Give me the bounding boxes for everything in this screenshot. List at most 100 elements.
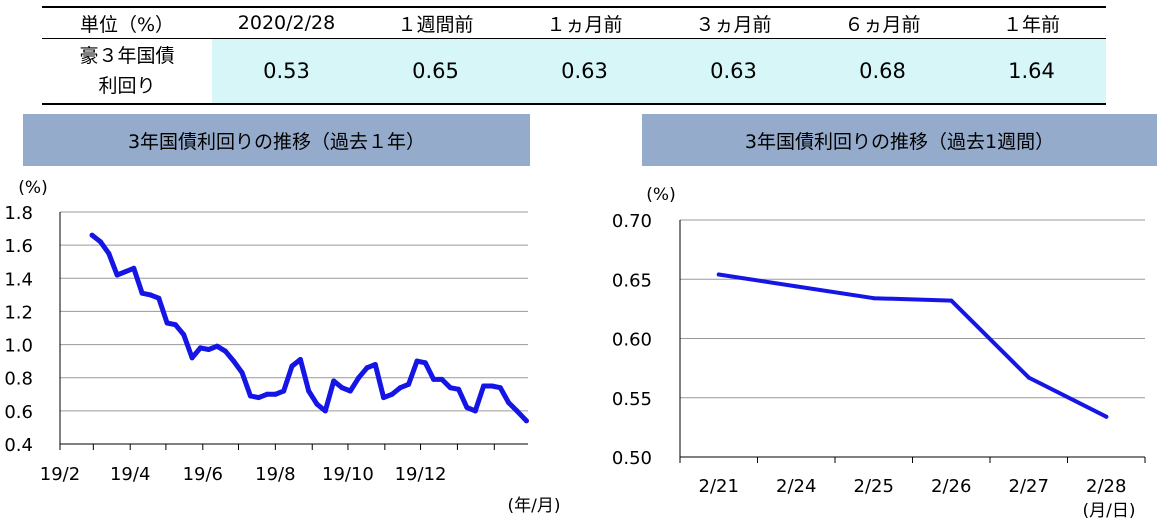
chart1-data-point [189,355,195,361]
chart2-series-line [716,272,1109,419]
chart1-data-point [247,393,253,399]
chart2-ytick-label: 0.50 [612,448,652,469]
header-3-months-ago: ３ヵ月前 [659,7,808,39]
chart1-data-point [406,381,412,387]
chart1-data-point [289,363,295,369]
chart2-data-point [716,272,721,277]
header-1-month-ago: １ヵ月前 [510,7,659,39]
chart2-ytick-label: 0.55 [612,389,652,410]
chart1-ytick-label: 0.4 [4,435,33,456]
chart1-data-point [139,290,145,296]
chart1-data-point [297,357,303,362]
chart1-data-point [347,388,353,394]
chart1-ytick-label: 1.2 [4,302,33,323]
chart2-xtick-label: 2/24 [776,476,816,497]
chart1-data-point [314,401,320,407]
value-1-month-ago: 0.63 [510,38,659,104]
chart1-data-point [214,343,220,349]
chart1-data-point [98,239,103,245]
chart1-ytick-label: 1.4 [4,269,33,290]
chart1-xtick-label: 19/12 [395,464,447,485]
chart1-xtick-label: 19/2 [40,464,80,485]
chart1-data-point [147,292,153,298]
chart2-y-unit: (%) [646,185,675,205]
chart1-xtick-label: 19/4 [110,464,150,485]
chart1-xtick-label: 19/6 [183,464,223,485]
header-unit: 単位（%） [42,7,212,39]
chart1-data-point [156,295,162,301]
row-label: 豪３年国債 利回り [42,38,212,104]
chart1-x-unit: (年/月) [508,496,561,516]
chart1-data-point [122,269,128,275]
chart1-data-point [222,348,228,354]
chart1-data-point [372,362,378,367]
chart2-xtick-label: 2/28 [1086,476,1126,497]
value-3-months-ago: 0.63 [659,38,808,104]
chart1-data-point [339,385,345,391]
header-6-months-ago: ６ヵ月前 [808,7,957,39]
chart1-data-point [89,232,95,238]
chart1-xtick-label: 19/10 [322,464,374,485]
chart2-data-point [1104,414,1109,419]
chart1-data-point [489,383,495,389]
row-label-line2: 利回り [98,75,156,97]
chart2-data-point [949,298,954,303]
chart1-data-point [414,358,420,364]
value-1-week-ago: 0.65 [361,38,510,104]
chart1-data-point [131,265,137,271]
value-1-year-ago: 1.64 [957,38,1106,104]
table-header-row: 単位（%） 2020/2/28 １週間前 １ヵ月前 ３ヵ月前 ６ヵ月前 １年前 [42,7,1106,39]
chart1-data-point [331,378,337,384]
chart1-ytick-label: 1.0 [4,336,33,357]
chart1-data-point [256,395,262,401]
row-label-line1: 豪３年国債 [79,45,175,67]
chart1-data-point [481,383,487,389]
chart1-data-point [464,405,470,410]
chart1-data-point [106,250,112,256]
chart1-data-point [281,388,287,394]
chart1-ytick-label: 0.6 [4,402,33,423]
chart1-data-point [447,385,453,391]
chart2-xtick-label: 2/21 [699,476,739,497]
chart1-data-point [164,320,170,326]
table-row: 豪３年国債 利回り 0.53 0.65 0.63 0.63 0.68 1.64 [42,38,1106,104]
chart1-xtick-label: 19/8 [255,464,295,485]
chart2-x-unit: (月/日) [1083,501,1136,521]
chart1-data-point [514,408,520,414]
header-1-week-ago: １週間前 [361,7,510,39]
chart1-data-point [389,391,395,397]
value-current: 0.53 [212,38,361,104]
chart2-data-point [1026,375,1031,380]
chart1-data-point [472,408,478,414]
chart1-data-point [422,360,428,366]
header-date: 2020/2/28 [212,7,361,39]
chart2-ytick-label: 0.65 [612,270,652,291]
header-1-year-ago: １年前 [957,7,1106,39]
chart1-data-point [322,408,328,414]
chart1-y-unit: (%) [18,178,47,198]
chart1-data-point [356,375,362,381]
chart-1-title: 3年国債利回りの推移（過去１年） [23,114,530,166]
chart1-data-point [397,385,403,391]
chart1-data-point [181,332,187,338]
chart1-data-point [523,418,529,424]
chart2-ytick-label: 0.70 [612,211,652,232]
yield-summary-table: 単位（%） 2020/2/28 １週間前 １ヵ月前 ３ヵ月前 ６ヵ月前 １年前 … [42,6,1106,105]
chart1-data-point [172,322,178,328]
chart2-data-point [794,284,799,289]
chart1-data-point [272,391,278,397]
chart2-data-point [871,296,876,301]
chart1-data-point [306,388,312,394]
chart1-data-point [114,272,120,278]
chart1-data-point [431,376,437,382]
chart2-ytick-label: 0.60 [612,330,652,351]
chart1-ytick-label: 0.8 [4,369,33,390]
chart2-xtick-label: 2/25 [854,476,894,497]
chart2-xtick-label: 2/27 [1009,476,1049,497]
chart1-data-point [506,400,512,406]
value-6-months-ago: 0.68 [808,38,957,104]
chart1-data-point [381,395,387,401]
chart2-xtick-label: 2/26 [931,476,971,497]
chart1-data-point [197,345,203,351]
